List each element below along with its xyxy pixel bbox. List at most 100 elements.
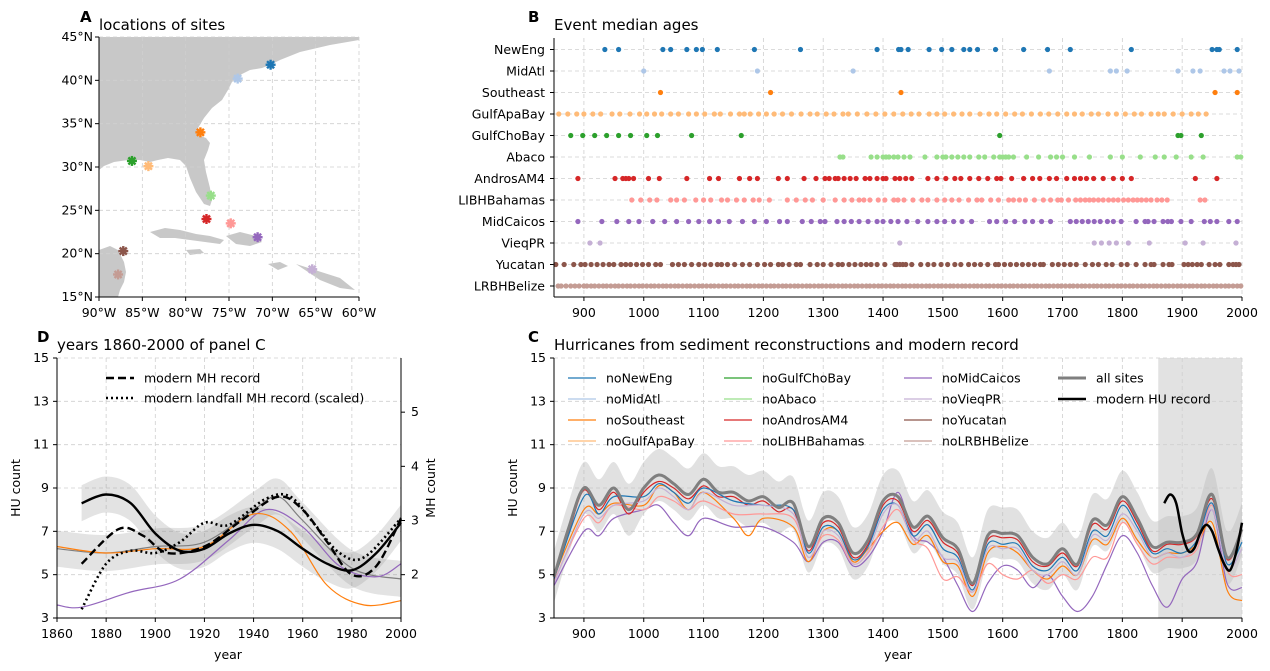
event-point bbox=[1203, 111, 1209, 117]
event-point bbox=[1001, 261, 1008, 268]
event-point bbox=[850, 68, 856, 74]
tick-label: 1200 bbox=[747, 626, 779, 641]
event-point bbox=[841, 218, 847, 225]
event-point bbox=[1021, 175, 1027, 182]
site-marker-GulfApaBay bbox=[143, 161, 154, 172]
event-point bbox=[558, 283, 564, 289]
event-point bbox=[675, 111, 682, 117]
event-point bbox=[717, 111, 723, 117]
legend-label: noGulfChoBay bbox=[762, 371, 852, 386]
event-point bbox=[1200, 240, 1206, 246]
event-point bbox=[895, 218, 901, 225]
tick-label: 30°N bbox=[61, 159, 93, 174]
tick-label: 1860 bbox=[41, 626, 73, 641]
event-point bbox=[718, 197, 725, 203]
event-point bbox=[1110, 175, 1116, 182]
event-point bbox=[681, 197, 688, 203]
event-point bbox=[1201, 218, 1207, 225]
event-point bbox=[656, 283, 662, 289]
event-point bbox=[651, 283, 658, 289]
event-point bbox=[799, 218, 805, 225]
event-point bbox=[943, 283, 949, 289]
event-point bbox=[1012, 218, 1018, 225]
tick-label: 1960 bbox=[287, 626, 319, 641]
event-point bbox=[726, 218, 732, 225]
row-label-MidCaicos: MidCaicos bbox=[482, 214, 545, 229]
event-point bbox=[997, 132, 1003, 139]
event-point bbox=[1200, 154, 1206, 160]
event-point bbox=[864, 111, 870, 117]
event-point bbox=[1091, 240, 1097, 246]
event-point bbox=[1022, 218, 1028, 225]
event-point bbox=[767, 89, 774, 96]
event-point bbox=[1110, 197, 1116, 203]
event-point bbox=[620, 283, 626, 289]
event-point bbox=[693, 111, 699, 117]
event-point bbox=[592, 132, 598, 139]
event-point bbox=[852, 261, 858, 268]
event-point bbox=[919, 283, 925, 289]
series-line-noneweng bbox=[553, 483, 1243, 591]
tick-label: 1600 bbox=[987, 626, 1019, 641]
event-point bbox=[955, 154, 961, 160]
event-point bbox=[1104, 218, 1110, 225]
event-point bbox=[724, 197, 731, 203]
event-point bbox=[669, 261, 676, 268]
event-point bbox=[1022, 197, 1029, 203]
event-point bbox=[1022, 283, 1029, 289]
event-point bbox=[594, 261, 600, 268]
event-point bbox=[891, 283, 897, 289]
event-point bbox=[967, 175, 973, 182]
event-point bbox=[708, 197, 714, 203]
event-point bbox=[977, 111, 983, 117]
event-point bbox=[1166, 283, 1172, 289]
event-point bbox=[831, 283, 837, 289]
event-point bbox=[644, 111, 650, 117]
event-point bbox=[720, 283, 726, 289]
event-point bbox=[1137, 154, 1143, 160]
site-marker-stroke bbox=[233, 74, 243, 83]
event-point bbox=[1133, 261, 1139, 268]
event-point bbox=[1195, 111, 1201, 117]
event-point bbox=[797, 46, 804, 53]
event-point bbox=[763, 218, 769, 225]
tick-label: 25°N bbox=[61, 202, 93, 217]
tick-label: 45°N bbox=[61, 29, 93, 44]
event-point bbox=[871, 283, 877, 289]
event-point bbox=[750, 197, 756, 203]
event-point bbox=[727, 283, 734, 289]
event-point bbox=[1118, 261, 1124, 268]
event-point bbox=[632, 283, 638, 289]
event-point bbox=[1086, 197, 1093, 203]
tick-label: 13 bbox=[33, 393, 49, 408]
tick-label: 65°W bbox=[298, 305, 333, 320]
event-point bbox=[1162, 283, 1169, 289]
event-point bbox=[1062, 283, 1069, 289]
event-point bbox=[754, 68, 761, 74]
event-point bbox=[732, 283, 738, 289]
event-point bbox=[1085, 218, 1091, 225]
event-point bbox=[1067, 261, 1073, 268]
series-line-all-sites bbox=[56, 495, 402, 580]
event-point bbox=[995, 283, 1001, 289]
event-point bbox=[747, 175, 753, 182]
event-point bbox=[724, 261, 731, 268]
event-point bbox=[604, 132, 610, 139]
event-point bbox=[943, 175, 949, 182]
event-point bbox=[873, 111, 879, 117]
event-point bbox=[771, 111, 777, 117]
event-point bbox=[1233, 240, 1239, 246]
event-point bbox=[823, 283, 829, 289]
event-point bbox=[835, 261, 841, 268]
event-point bbox=[991, 154, 997, 160]
row-label-AndrosAM4: AndrosAM4 bbox=[474, 171, 545, 186]
event-point bbox=[931, 261, 937, 268]
event-point bbox=[963, 283, 969, 289]
event-point bbox=[754, 261, 761, 268]
tick-label: 900 bbox=[572, 305, 596, 320]
event-point bbox=[1055, 283, 1061, 289]
event-point bbox=[1148, 197, 1154, 203]
event-point bbox=[942, 111, 948, 117]
event-point bbox=[1073, 261, 1079, 268]
land-shape bbox=[99, 246, 126, 297]
